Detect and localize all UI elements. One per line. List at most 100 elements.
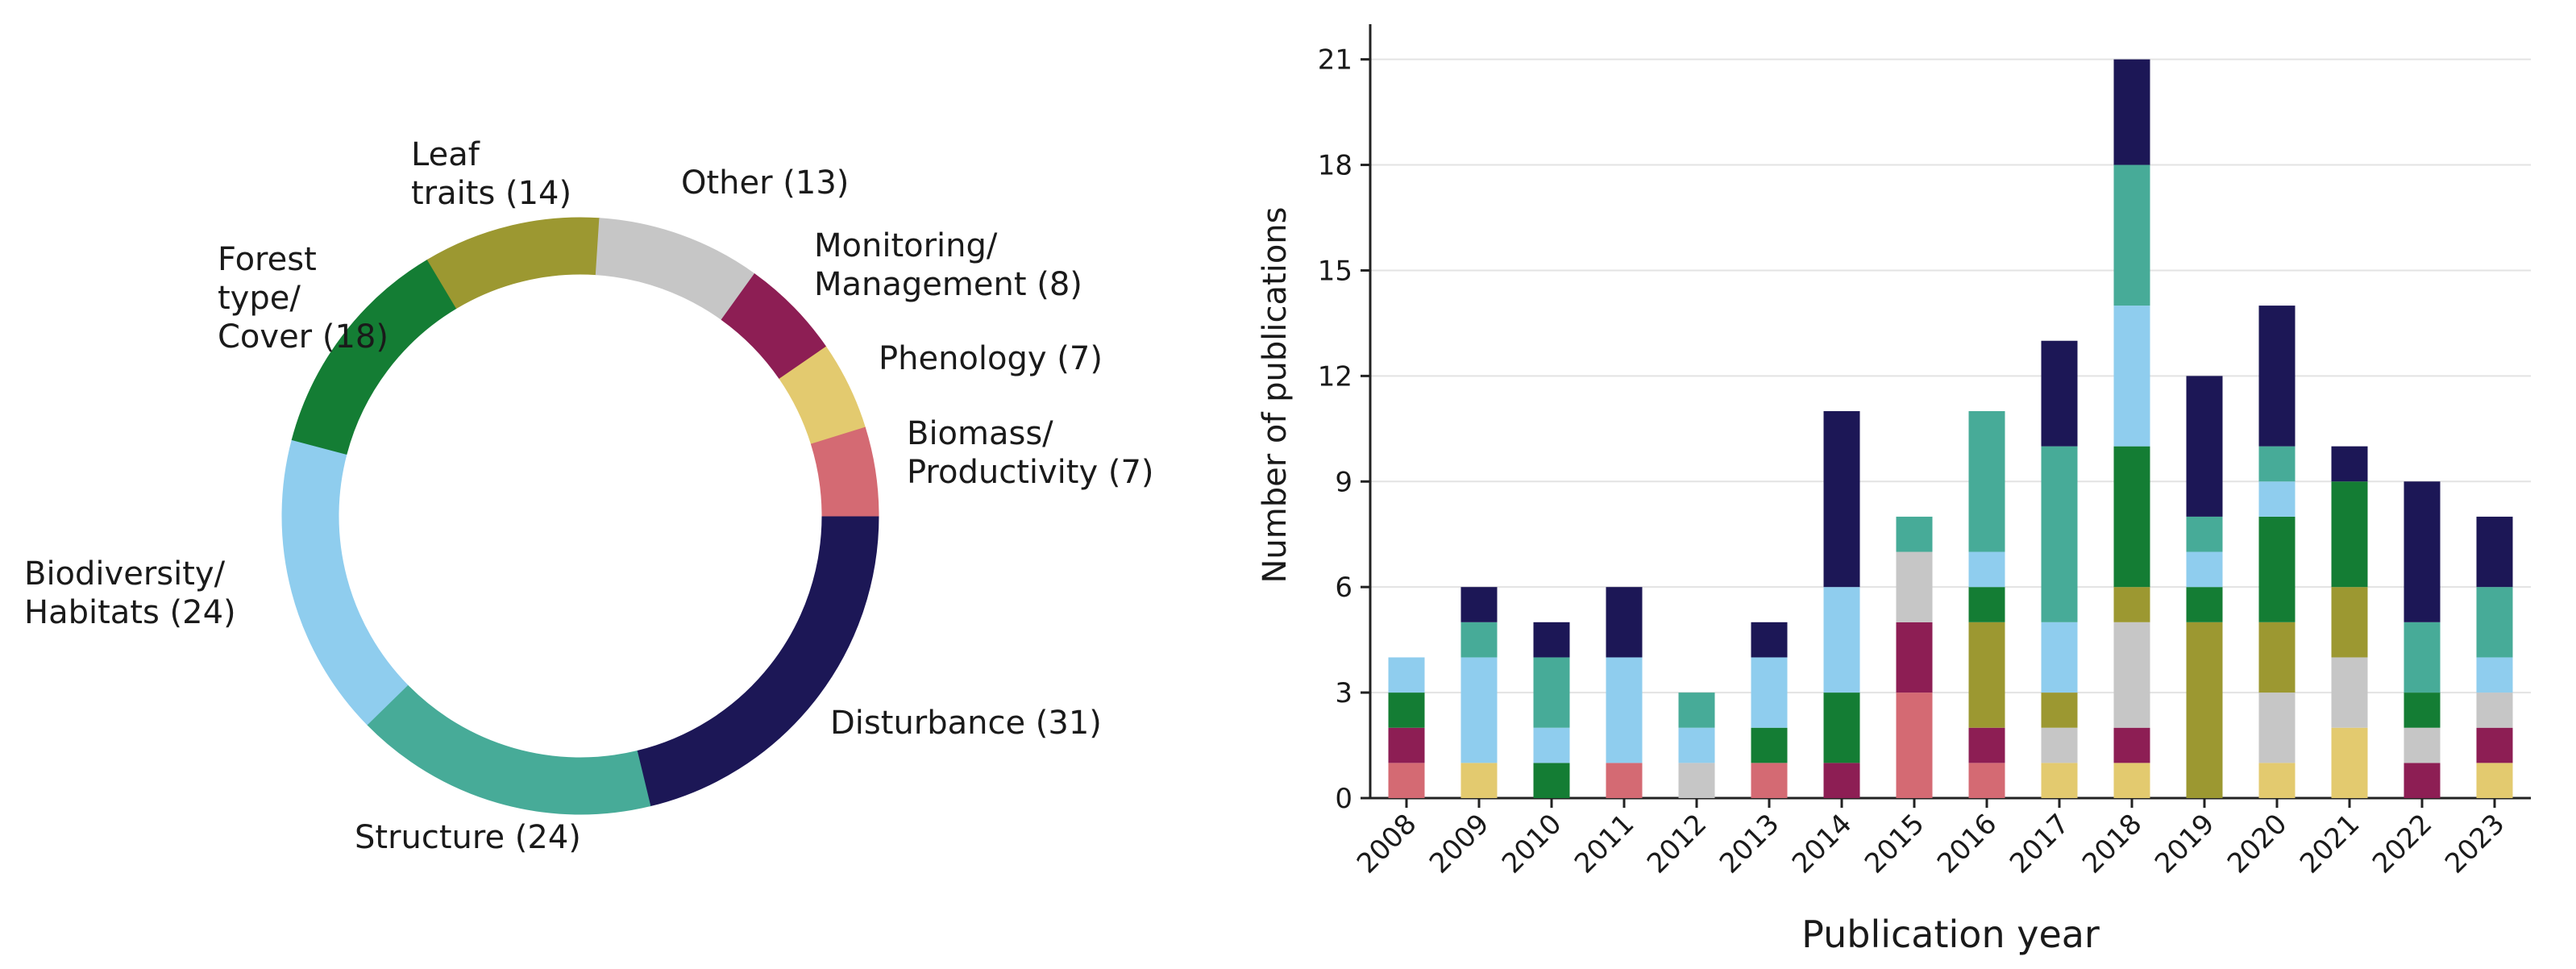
bar-segment [1751, 622, 1788, 658]
bar-segment [1751, 727, 1788, 763]
slice-label-line: Biomass/ [907, 415, 1053, 452]
bar-segment [1823, 692, 1860, 763]
bar-segment [2186, 622, 2223, 798]
bar-segment [2476, 516, 2513, 588]
bar-segment [2113, 763, 2150, 798]
x-tick-label: 2017 [2004, 808, 2075, 880]
bar-segment [1678, 692, 1715, 728]
bar-segment [1533, 622, 1570, 658]
bar-segment [2404, 727, 2441, 763]
bar-segment [1460, 763, 1498, 798]
bar-segment [1606, 657, 1643, 763]
bar-segment [2113, 306, 2150, 447]
slice-label-line: Structure (24) [355, 819, 581, 856]
slice-label-line: Cover (18) [218, 318, 388, 356]
bar-segment [2331, 727, 2368, 798]
slice-label-line: Disturbance (31) [830, 705, 1102, 742]
bar-segment [1823, 587, 1860, 693]
bar-segment [1388, 727, 1425, 763]
slice-label: Phenology (7) [879, 340, 1103, 377]
y-tick-label: 15 [1318, 255, 1352, 287]
x-tick-label: 2012 [1641, 808, 1713, 880]
bar-segment [1896, 516, 1933, 552]
bar-segment [2331, 481, 2368, 588]
y-tick-label: 0 [1335, 783, 1352, 815]
bar-segment [2186, 516, 2223, 552]
slice-label: Structure (24) [355, 819, 581, 856]
slice-label-line: Other (13) [681, 164, 849, 202]
donut-chart: Disturbance (31) Structure (24) Biodiversi… [24, 136, 1154, 856]
bar-segment [2186, 376, 2223, 517]
bar-segment [2476, 727, 2513, 763]
slice-label: Biomass/Productivity (7) [907, 415, 1154, 491]
bar-segment [1533, 763, 1570, 798]
bar-segment [2113, 59, 2150, 165]
bar-segment [1896, 622, 1933, 693]
bar-segment [2113, 622, 2150, 728]
bar-segment [2404, 622, 2441, 693]
x-tick-label: 2009 [1423, 808, 1495, 880]
bar-segment [1460, 657, 1498, 763]
bar-segment [2476, 692, 2513, 728]
bar-segment [2258, 622, 2296, 693]
bar-segment [1751, 763, 1788, 798]
bar-segment [1606, 763, 1643, 798]
slice-label-line: Monitoring/ [814, 227, 998, 264]
bar-segment [1896, 551, 1933, 622]
y-tick-label: 9 [1335, 466, 1352, 498]
slice-label-line: Phenology (7) [879, 340, 1103, 377]
donut-slice [281, 439, 409, 726]
y-tick-label: 21 [1318, 44, 1352, 77]
bar-segment [1388, 692, 1425, 728]
bar-segment [1460, 622, 1498, 658]
bar-segment [2258, 692, 2296, 763]
bar-segment [1460, 587, 1498, 622]
x-tick-label: 2015 [1859, 808, 1930, 880]
bar-segment [2041, 622, 2078, 693]
x-tick-label: 2013 [1714, 808, 1785, 880]
bar-segment [2113, 164, 2150, 306]
donut-slice [810, 426, 879, 517]
bar-segment [1533, 657, 1570, 728]
bar-segment [1896, 692, 1933, 798]
slice-label-line: Leaf [411, 136, 480, 173]
bar-segment [2258, 446, 2296, 482]
bar-segment [2404, 481, 2441, 622]
x-tick-label: 2008 [1351, 808, 1423, 880]
x-tick-label: 2014 [1786, 808, 1858, 880]
x-tick-label: 2018 [2076, 808, 2148, 880]
x-tick-label: 2016 [1931, 808, 2003, 880]
bar-segment [2331, 446, 2368, 482]
slice-label-line: Habitats (24) [24, 594, 236, 631]
slice-label-line: Management (8) [814, 266, 1082, 303]
x-tick-label: 2022 [2366, 808, 2438, 880]
bar-segment [1968, 622, 2005, 728]
y-tick-label: 18 [1318, 150, 1352, 182]
bar-segment [2041, 340, 2078, 447]
bar-segment [2113, 587, 2150, 622]
bar-segment [2258, 516, 2296, 622]
bar-segment [1968, 727, 2005, 763]
y-tick-label: 3 [1335, 677, 1352, 709]
slice-label-line: Productivity (7) [907, 454, 1154, 491]
bar-segment [1968, 551, 2005, 588]
bar-segment [1823, 763, 1860, 798]
bar-segment [2476, 587, 2513, 658]
bar-segment [2113, 727, 2150, 763]
donut-slice [291, 259, 457, 455]
bar-segment [1823, 411, 1860, 588]
bar-segment [1388, 657, 1425, 693]
x-tick-label: 2019 [2149, 808, 2221, 880]
bar-segment [2404, 692, 2441, 728]
bar-segment [1968, 763, 2005, 798]
bar-segment [2041, 763, 2078, 798]
bar-segment [1678, 763, 1715, 798]
x-tick-label: 2021 [2294, 808, 2366, 880]
x-axis-title: Publication year [1801, 913, 2100, 956]
bar-segment [2258, 306, 2296, 447]
bar-segment [2331, 587, 2368, 658]
bar-segment [2404, 763, 2441, 798]
bar-segment [1388, 763, 1425, 798]
x-tick-label: 2023 [2439, 808, 2511, 880]
donut-slice [636, 515, 879, 807]
